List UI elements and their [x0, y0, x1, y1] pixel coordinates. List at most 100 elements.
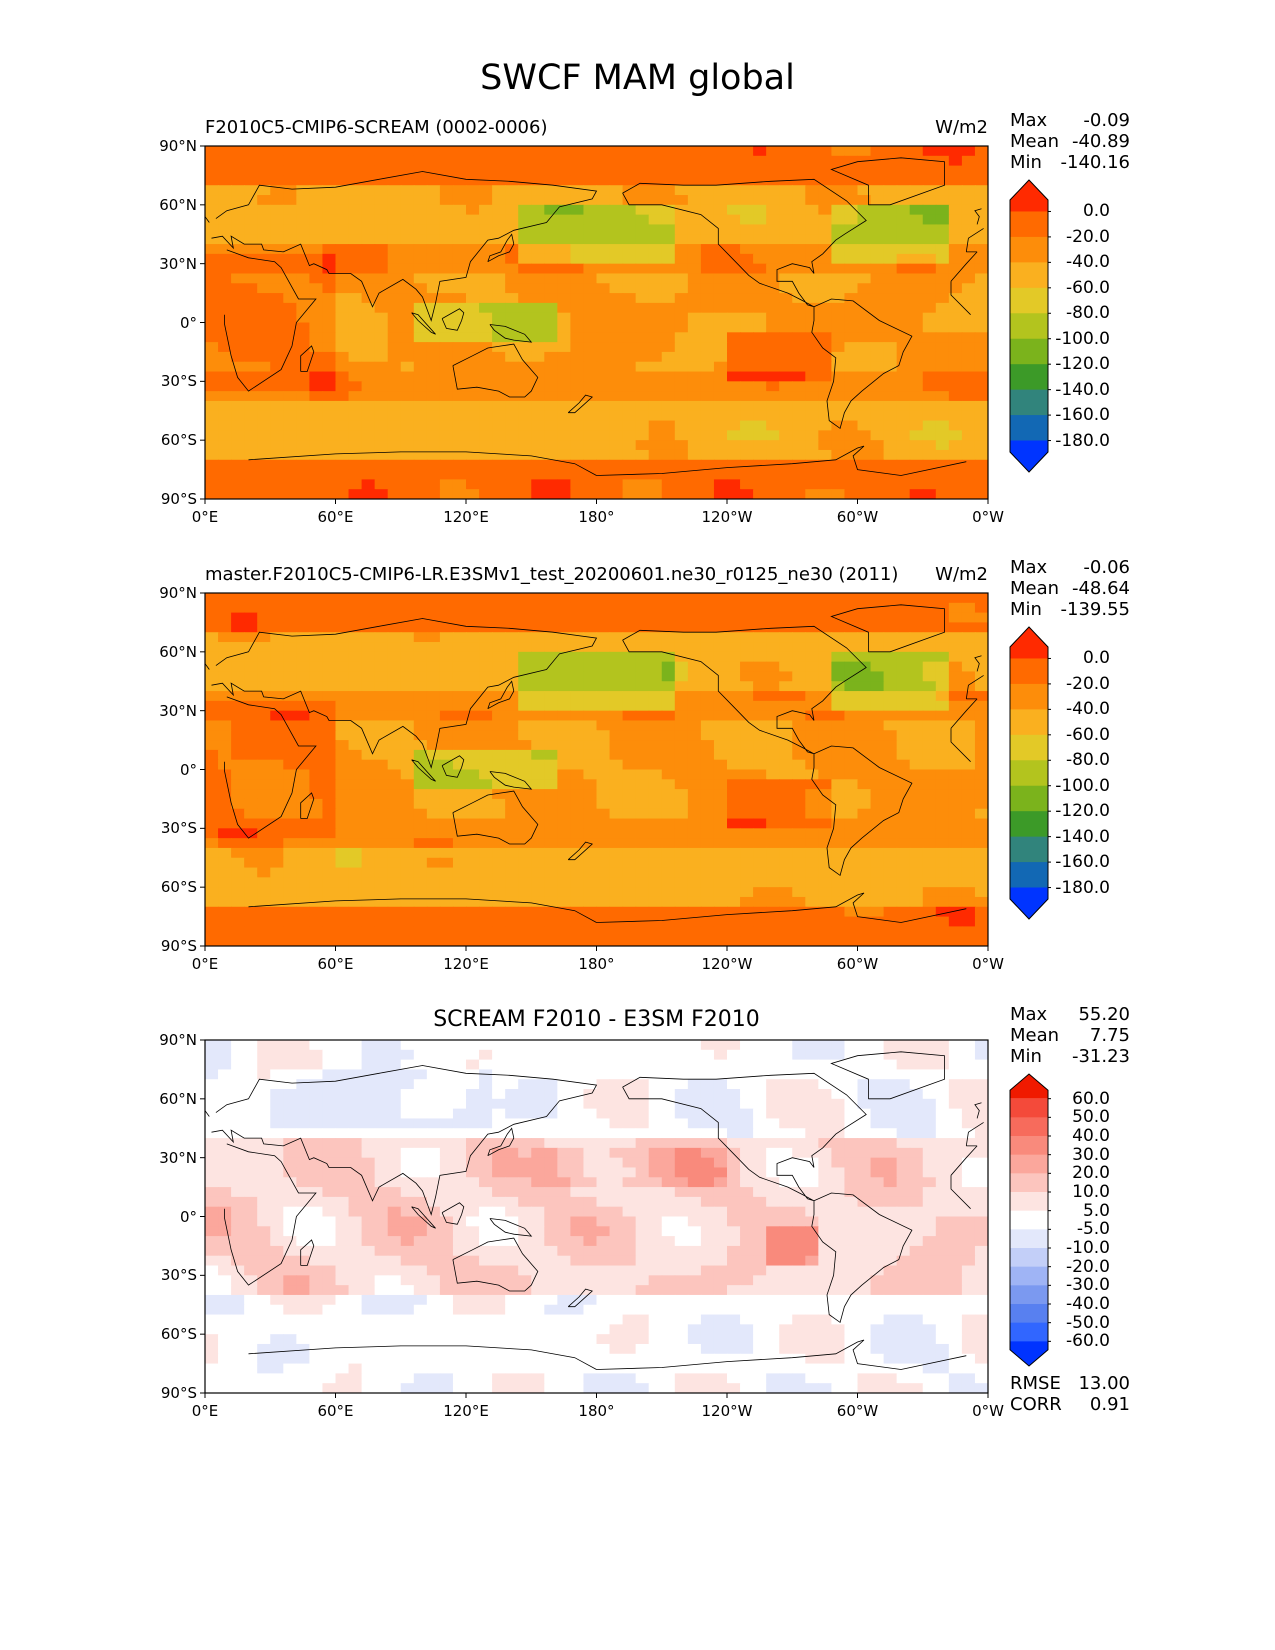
colorbar-tick-label: -5.0	[1076, 1219, 1110, 1240]
x-tick-label: 60°E	[317, 508, 354, 526]
colorbar-tick-label: 50.0	[1072, 1107, 1110, 1128]
y-tick-label: 90°N	[159, 1031, 197, 1049]
panel-units: W/m2	[935, 117, 988, 138]
colorbar-tick-label: -20.0	[1066, 673, 1110, 694]
stat-min: Min -140.16	[1010, 152, 1130, 174]
coastlines	[205, 1051, 984, 1370]
x-tick-label: 120°E	[443, 955, 489, 973]
coastlines	[205, 157, 984, 476]
stat-label: Mean	[1010, 578, 1060, 599]
colorbar	[1009, 179, 1051, 473]
stat-value: -31.23	[1071, 1046, 1130, 1067]
panel-title-left: F2010C5-CMIP6-SCREAM (0002-0006)	[205, 117, 548, 138]
colorbar-tick-label: 0.0	[1082, 201, 1110, 222]
colorbar-tick-label: -140.0	[1055, 826, 1110, 847]
x-tick-label: 60°E	[317, 955, 354, 973]
colorbar-tick-label: -140.0	[1055, 379, 1110, 400]
y-tick-label: 0°	[179, 313, 197, 332]
colorbar-tick-label: 5.0	[1082, 1200, 1110, 1221]
x-tick-label: 0°W	[972, 1402, 1004, 1420]
figure-title: SWCF MAM global	[480, 58, 795, 98]
stat-label: Max	[1010, 557, 1048, 578]
stat-mean: Mean -48.64	[1010, 578, 1130, 600]
colorbar-tick-label: -30.0	[1066, 1275, 1110, 1296]
y-tick-label: 30°S	[160, 819, 197, 838]
stat-min: Min -31.23	[1010, 1046, 1130, 1068]
filled-field	[205, 1040, 988, 1393]
x-tick-label: 0°E	[191, 955, 219, 973]
x-tick-label: 120°E	[443, 508, 489, 526]
colorbar	[1009, 626, 1051, 920]
stat-mean: Mean 7.75	[1010, 1025, 1130, 1047]
x-tick-label: 180°	[578, 508, 615, 526]
y-tick-label: 60°S	[160, 878, 197, 897]
stat-max: Max 55.20	[1010, 1004, 1130, 1026]
map-panel-1	[200, 145, 1051, 504]
y-tick-label: 30°N	[159, 701, 197, 720]
y-tick-label: 60°N	[159, 195, 197, 214]
filled-field	[205, 593, 988, 946]
stat-max: Max -0.09	[1010, 110, 1130, 132]
colorbar	[1009, 1073, 1051, 1367]
y-tick-label: 60°S	[160, 1325, 197, 1344]
stat-min: Min -139.55	[1010, 599, 1130, 621]
y-tick-label: 60°N	[159, 642, 197, 661]
x-tick-label: 0°E	[191, 1402, 219, 1420]
y-tick-label: 30°S	[160, 372, 197, 391]
colorbar-tick-label: -100.0	[1055, 775, 1110, 796]
stat-label: Min	[1010, 599, 1042, 620]
panel-title: SCREAM F2010 - E3SM F2010	[433, 1007, 760, 1032]
x-tick-label: 180°	[578, 1402, 615, 1420]
y-tick-label: 0°	[179, 1207, 197, 1226]
y-tick-label: 60°S	[160, 431, 197, 450]
colorbar-tick-label: 30.0	[1072, 1144, 1110, 1165]
coastlines	[205, 604, 984, 923]
stat-max: Max -0.06	[1010, 557, 1130, 579]
x-tick-label: 0°W	[972, 955, 1004, 973]
x-tick-label: 0°E	[191, 508, 219, 526]
panel-title-left: master.F2010C5-CMIP6-LR.E3SMv1_test_2020…	[205, 564, 899, 585]
colorbar-tick-label: -80.0	[1066, 750, 1110, 771]
stat-label: Mean	[1010, 1025, 1060, 1046]
filled-field	[205, 146, 988, 499]
stat-corr: CORR 0.91	[1010, 1394, 1130, 1416]
y-tick-label: 30°N	[159, 254, 197, 273]
colorbar-tick-label: -40.0	[1066, 699, 1110, 720]
map-panel-3	[200, 1039, 1051, 1398]
y-tick-label: 90°N	[159, 584, 197, 602]
colorbar-tick-label: -40.0	[1066, 1294, 1110, 1314]
colorbar-tick-label: -80.0	[1066, 303, 1110, 324]
colorbar-tick-label: -180.0	[1055, 430, 1110, 451]
colorbar-tick-label: -60.0	[1066, 1331, 1110, 1352]
colorbar-tick-label: 10.0	[1072, 1182, 1110, 1202]
x-tick-label: 120°W	[701, 955, 753, 973]
y-tick-label: 90°S	[160, 490, 197, 508]
colorbar-tick-label: 60.0	[1072, 1088, 1110, 1109]
stat-mean: Mean -40.89	[1010, 131, 1130, 153]
stat-value: -48.64	[1071, 578, 1130, 599]
stat-label: Max	[1010, 1004, 1048, 1025]
stat-value: 55.20	[1078, 1004, 1130, 1025]
stat-label: CORR	[1010, 1394, 1062, 1415]
colorbar-tick-label: 40.0	[1072, 1126, 1110, 1146]
stat-value: 0.91	[1089, 1394, 1130, 1415]
stat-label: RMSE	[1010, 1373, 1061, 1394]
colorbar-tick-label: -180.0	[1055, 877, 1110, 898]
stat-value: 13.00	[1078, 1373, 1130, 1394]
colorbar-tick-label: -50.0	[1066, 1312, 1110, 1333]
x-tick-label: 120°E	[443, 1402, 489, 1420]
colorbar-tick-label: 20.0	[1072, 1163, 1110, 1184]
x-tick-label: 60°W	[836, 1402, 879, 1420]
colorbar-tick-label: -120.0	[1055, 801, 1110, 822]
y-tick-label: 60°N	[159, 1089, 197, 1108]
x-tick-label: 60°W	[836, 955, 879, 973]
x-tick-label: 0°W	[972, 508, 1004, 526]
stat-value: -139.55	[1060, 599, 1130, 620]
x-tick-label: 60°E	[317, 1402, 354, 1420]
colorbar-tick-label: -100.0	[1055, 328, 1110, 349]
stat-value: -0.09	[1083, 110, 1130, 131]
stat-value: -140.16	[1060, 152, 1130, 173]
y-tick-label: 90°S	[160, 1384, 197, 1402]
stat-label: Min	[1010, 1046, 1042, 1067]
